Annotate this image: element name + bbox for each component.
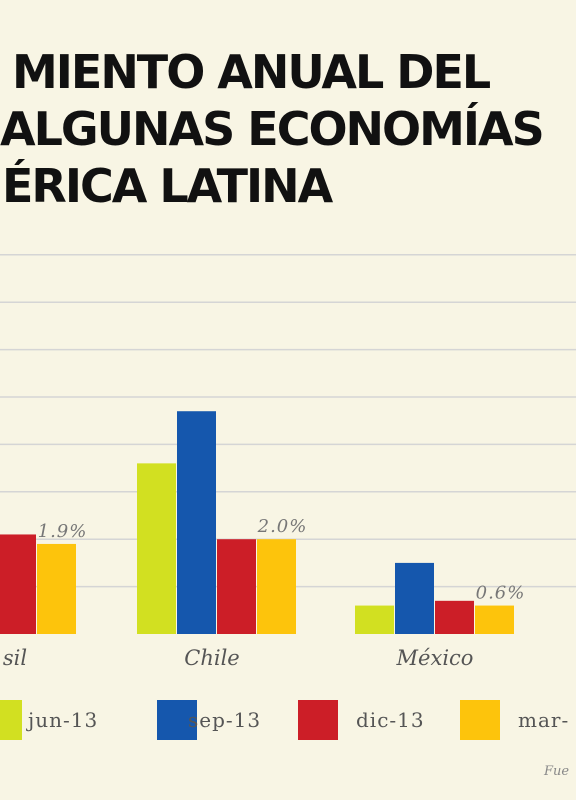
legend-swatch-sep-13 [157, 700, 197, 740]
legend-swatch-dic-13 [298, 700, 338, 740]
category-label: sil [3, 646, 27, 670]
category-label: México [396, 646, 474, 670]
legend-label-sep-13: sep-13 [188, 708, 261, 732]
chart-title: MIENTO ANUAL DEL ALGUNAS ECONOMÍAS ÉRICA… [0, 46, 576, 226]
bar-mar--sil [37, 543, 76, 634]
bar-mar--Chile [257, 539, 296, 634]
title-line-1: MIENTO ANUAL DEL [12, 46, 491, 99]
bar-sep-13-Chile [177, 411, 216, 634]
bar-dic-13-sil [0, 534, 36, 634]
bar-jun-13-Chile [137, 463, 176, 634]
source-note: Fue [543, 764, 569, 779]
gridlines [0, 254, 576, 588]
legend-label-jun-13: jun-13 [26, 708, 98, 732]
bar-dic-13-México [435, 600, 474, 634]
category-label: Chile [184, 646, 239, 670]
data-label: 2.0% [257, 516, 308, 537]
bar-jun-13-México [355, 605, 394, 634]
title-line-3: ÉRICA LATINA [2, 159, 333, 213]
legend-swatch-jun-13 [0, 700, 22, 740]
legend-label-mar-: mar- [518, 708, 569, 732]
bar-dic-13-Chile [217, 539, 256, 634]
legend-swatch-mar- [460, 700, 500, 740]
data-label: 0.6% [476, 583, 526, 604]
bar-sep-13-México [395, 562, 434, 634]
legend-label-dic-13: dic-13 [356, 708, 425, 732]
bar-mar--México [475, 605, 514, 634]
data-label: 1.9% [38, 521, 88, 542]
title-line-2: ALGUNAS ECONOMÍAS [0, 102, 545, 156]
